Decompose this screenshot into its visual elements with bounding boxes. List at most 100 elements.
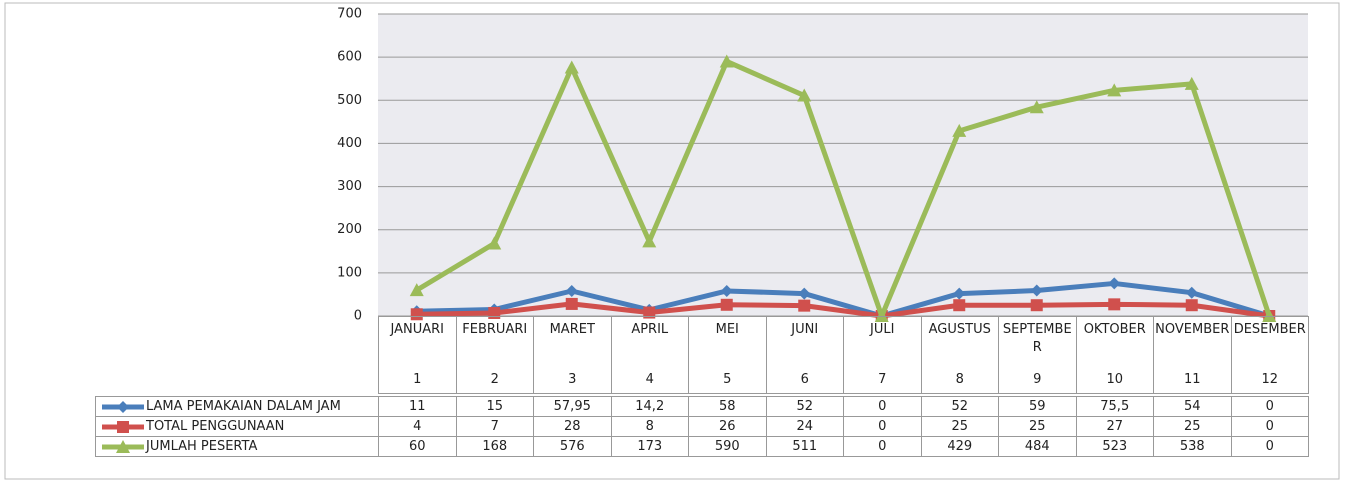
y-tick-label: 400	[337, 136, 362, 151]
value-cell: 0	[843, 436, 922, 457]
value-cell: 590	[688, 436, 767, 457]
legend-label: TOTAL PENGGUNAAN	[146, 419, 285, 434]
marker	[410, 308, 423, 321]
marker	[1030, 284, 1043, 297]
marker	[642, 234, 657, 248]
marker	[1108, 277, 1121, 290]
value-cell: 0	[1230, 416, 1309, 437]
value-cell: 538	[1153, 436, 1232, 457]
series-line	[415, 58, 1272, 319]
category-label: OKTOBER	[1083, 322, 1146, 337]
y-tick-label: 300	[337, 179, 362, 194]
category-label: JUNI	[791, 322, 819, 337]
legend-cell: TOTAL PENGGUNAAN	[95, 416, 379, 437]
value-cell: 15	[455, 396, 534, 417]
category-number: 1	[413, 372, 422, 387]
value-cell: 24	[765, 416, 844, 437]
legend-label: JUMLAH PESERTA	[146, 439, 258, 454]
category-cell: JANUARI 1	[378, 316, 457, 394]
category-cell: FEBRUARI 2	[455, 316, 534, 394]
marker	[1185, 286, 1198, 299]
marker	[719, 54, 734, 68]
value-cell: 523	[1075, 436, 1154, 457]
value-cell: 173	[610, 436, 689, 457]
value-cell: 75,5	[1075, 396, 1154, 417]
category-number: 5	[723, 372, 732, 387]
chart-border	[4, 2, 1340, 480]
category-number: 12	[1261, 372, 1279, 387]
category-cell: NOVEMBER 11	[1153, 316, 1232, 394]
y-tick-label: 700	[337, 7, 362, 22]
marker	[1185, 299, 1198, 312]
value-cell: 7	[455, 416, 534, 437]
value-cell: 4	[378, 416, 457, 437]
value-cell: 484	[998, 436, 1077, 457]
marker	[1108, 298, 1121, 311]
value-cell: 0	[843, 416, 922, 437]
value-cell: 26	[688, 416, 767, 437]
category-label: SEPTEMBER	[1002, 322, 1072, 355]
category-number: 3	[568, 372, 577, 387]
value-cell: 11	[378, 396, 457, 417]
marker	[565, 297, 578, 310]
value-cell: 429	[920, 436, 999, 457]
value-cell: 8	[610, 416, 689, 437]
value-cell: 52	[920, 396, 999, 417]
category-number: 10	[1106, 372, 1124, 387]
value-cell: 25	[920, 416, 999, 437]
marker	[953, 299, 966, 312]
value-cell: 60	[378, 436, 457, 457]
marker	[409, 283, 424, 297]
legend-cell: JUMLAH PESERTA	[95, 436, 379, 457]
marker	[720, 298, 733, 311]
y-tick-label: 200	[337, 222, 362, 237]
legend-icon	[102, 400, 144, 413]
marker	[874, 309, 889, 322]
y-tick-label: 500	[337, 93, 362, 108]
category-cell: OKTOBER 10	[1075, 316, 1154, 394]
y-tick-label: 0	[354, 309, 362, 324]
value-cell: 25	[1153, 416, 1232, 437]
value-cell: 54	[1153, 396, 1232, 417]
value-cell: 28	[533, 416, 612, 437]
value-cell: 27	[1075, 416, 1154, 437]
category-cell: JULI 7	[843, 316, 922, 394]
marker	[564, 60, 579, 74]
series-line	[416, 301, 1270, 319]
marker	[1107, 83, 1122, 97]
value-cell: 511	[765, 436, 844, 457]
value-cell: 576	[533, 436, 612, 457]
value-cell: 57,95	[533, 396, 612, 417]
category-label: JULI	[870, 322, 895, 337]
category-number: 9	[1033, 372, 1042, 387]
marker	[952, 123, 967, 137]
category-cell: MEI 5	[688, 316, 767, 394]
category-number: 4	[645, 372, 654, 387]
category-label: MEI	[715, 322, 739, 337]
marker	[1184, 76, 1199, 90]
marker	[797, 88, 812, 102]
category-number: 11	[1183, 372, 1201, 387]
marker	[487, 236, 502, 250]
category-label: JANUARI	[390, 322, 445, 337]
category-number: 6	[800, 372, 809, 387]
category-cell: DESEMBER 12	[1230, 316, 1309, 394]
legend-icon	[102, 420, 144, 433]
plot-area	[378, 14, 1308, 316]
marker	[1029, 100, 1044, 114]
y-tick-label: 100	[337, 265, 362, 280]
legend-cell: LAMA PEMAKAIAN DALAM JAM	[95, 396, 379, 417]
marker	[488, 306, 501, 319]
category-number: 8	[955, 372, 964, 387]
category-label: MARET	[549, 322, 595, 337]
marker	[1262, 309, 1277, 322]
value-cell: 0	[1230, 396, 1309, 417]
marker	[720, 284, 733, 297]
category-label: AGUSTUS	[928, 322, 991, 337]
value-cell: 168	[455, 436, 534, 457]
value-cell: 58	[688, 396, 767, 417]
value-cell: 52	[765, 396, 844, 417]
category-label: FEBRUARI	[462, 322, 528, 337]
